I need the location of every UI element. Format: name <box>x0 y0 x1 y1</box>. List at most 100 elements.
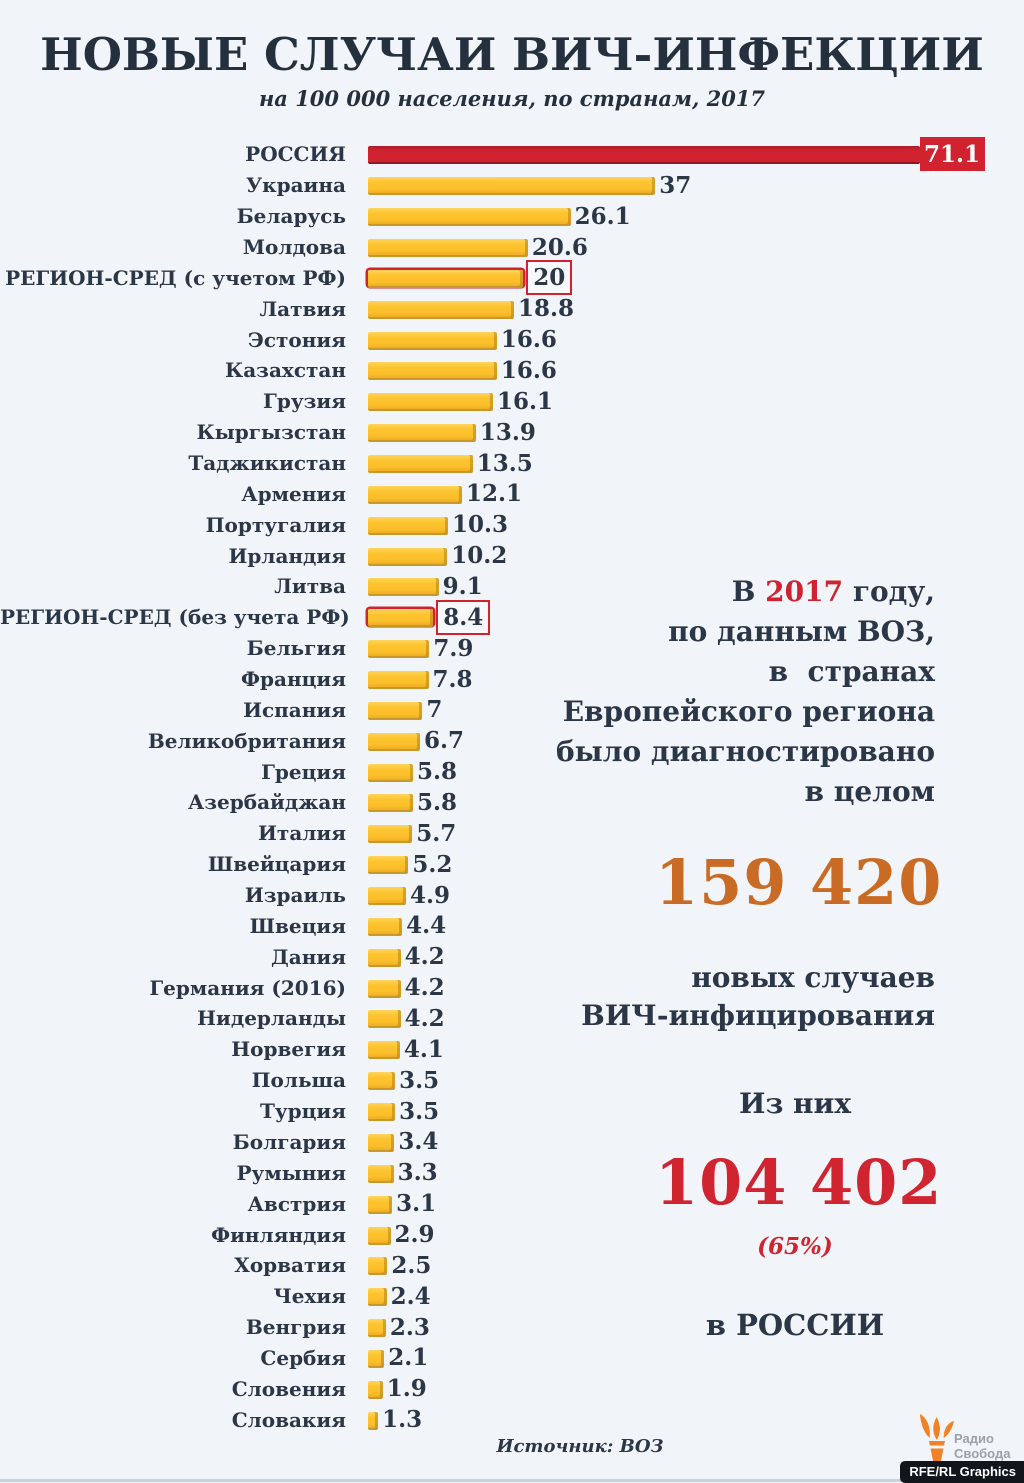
bar-area: 71.1 <box>368 137 986 172</box>
value-bar <box>368 239 528 255</box>
country-label: Польша <box>251 1068 346 1093</box>
chart-row: Румыния 3.3 <box>0 1157 1024 1188</box>
country-label: Нидерланды <box>197 1006 346 1031</box>
country-label: Румыния <box>236 1160 346 1185</box>
value-bar <box>368 393 493 410</box>
value-label: 5.8 <box>417 758 458 786</box>
bar-area: 2.5 <box>368 1254 431 1277</box>
value-label: 6.7 <box>424 727 465 755</box>
value-label: 7 <box>426 696 443 724</box>
of-them-label: Из них <box>738 1087 852 1120</box>
bar-chart: РОССИЯ 71.1 Украина 37 Беларусь 26.1 Молдова 20… <box>0 137 1024 1435</box>
country-label: Норвегия <box>231 1037 346 1062</box>
country-label: РЕГИОН-СРЕД (без учета РФ) <box>0 605 350 630</box>
country-label: Словакия <box>231 1407 346 1432</box>
bar-area: 7 <box>368 698 442 721</box>
bar-area: 7.9 <box>368 637 473 660</box>
total-caption-line-1: новых случаев <box>691 961 935 994</box>
chart-row: Беларусь 26.1 <box>0 201 1024 232</box>
value-label: 5.7 <box>416 819 457 847</box>
chart-row: Турция 3.5 <box>0 1096 1024 1127</box>
value-bar <box>368 825 413 842</box>
chart-row: Франция 7.8 <box>0 664 1024 695</box>
bar-area: 2.4 <box>368 1285 431 1308</box>
value-label: 20.6 <box>531 233 588 261</box>
value-bar <box>368 1380 383 1397</box>
value-bar <box>368 1288 387 1305</box>
intro-paragraph: В 2017 году, по данным ВОЗ, в странах Ев… <box>545 572 935 812</box>
chart-row: Чехия 2.4 <box>0 1281 1024 1312</box>
chart-row: Израиль 4.9 <box>0 880 1024 911</box>
value-bar <box>368 979 401 996</box>
value-bar <box>368 146 920 163</box>
value-label: 2.4 <box>390 1282 431 1310</box>
chart-row: РЕГИОН-СРЕД (без учета РФ) 8.4 <box>0 599 1024 635</box>
russia-caption: в РОССИИ <box>705 1308 885 1342</box>
bar-area: 16.1 <box>368 390 553 413</box>
bar-area: 5.7 <box>368 822 456 845</box>
bar-area: 7.8 <box>368 668 473 691</box>
page-subtitle: на 100 000 населения, по странам, 2017 <box>258 86 766 111</box>
country-label: Беларусь <box>236 204 346 229</box>
bar-area: 5.2 <box>368 853 452 876</box>
value-label: 4.2 <box>404 974 445 1002</box>
country-label: Армения <box>241 481 346 506</box>
chart-row: Латвия 18.8 <box>0 293 1024 324</box>
value-label: 3.1 <box>396 1190 437 1218</box>
chart-row: РЕГИОН-СРЕД (с учетом РФ) 20 <box>0 260 1024 296</box>
country-label: Болгария <box>232 1129 346 1154</box>
intro-line-1-pre: В <box>731 575 766 608</box>
intro-line-4: Европейского региона <box>562 695 935 728</box>
total-caption-line-2: ВИЧ-инфицирования <box>581 999 935 1032</box>
intro-line-2: по данным ВОЗ, <box>668 615 935 648</box>
value-label: 4.2 <box>404 1004 445 1032</box>
value-bar <box>368 300 514 317</box>
value-bar <box>368 1164 394 1181</box>
value-bar <box>368 269 524 286</box>
value-label: 13.5 <box>476 449 533 477</box>
chart-row: Словакия 1.3 <box>0 1404 1024 1435</box>
value-label: 7.9 <box>433 634 474 662</box>
value-bar <box>368 1195 393 1212</box>
country-label: Эстония <box>247 327 346 352</box>
value-label: 13.9 <box>479 418 536 446</box>
bar-area: 20 <box>368 260 573 296</box>
value-bar <box>368 485 462 502</box>
bar-area: 3.1 <box>368 1192 436 1215</box>
value-bar <box>368 362 497 379</box>
value-label: 10.3 <box>451 511 508 539</box>
value-bar <box>368 547 448 564</box>
value-bar <box>368 455 473 472</box>
value-bar <box>368 917 403 934</box>
bar-area: 1.3 <box>368 1408 422 1431</box>
value-label: 2.1 <box>388 1344 429 1372</box>
country-label: Германия (2016) <box>149 975 346 1000</box>
value-bar <box>368 640 430 657</box>
bar-area: 16.6 <box>368 359 557 382</box>
country-label: Литва <box>274 574 346 599</box>
total-cases-number: 159 420 <box>655 846 943 919</box>
chart-row: Кыргызстан 13.9 <box>0 417 1024 448</box>
value-label: 20 <box>526 260 573 296</box>
intro-year-highlight: 2017 <box>765 575 844 608</box>
chart-row: Ирландия 10.2 <box>0 540 1024 571</box>
value-bar <box>368 794 414 811</box>
value-label: 2.9 <box>394 1221 435 1248</box>
bar-area: 4.2 <box>368 1007 445 1030</box>
value-bar <box>368 671 429 688</box>
logo-line-2: Свобода <box>954 1446 1011 1461</box>
value-label: 5.2 <box>412 850 453 878</box>
annotation-column: В 2017 году, по данным ВОЗ, в странах Ев… <box>545 572 943 1342</box>
value-label: 9.1 <box>442 572 483 600</box>
bar-area: 16.6 <box>368 328 557 351</box>
country-label: Венгрия <box>245 1315 346 1340</box>
country-label: Турция <box>259 1099 346 1124</box>
value-bar <box>368 1041 400 1058</box>
bar-area: 3.3 <box>368 1161 438 1184</box>
russia-percent: (65%) <box>757 1233 833 1260</box>
chart-row: Норвегия 4.1 <box>0 1034 1024 1065</box>
logo-line-1: Радио <box>954 1431 994 1446</box>
value-label: 4.2 <box>404 943 445 971</box>
country-label: Португалия <box>205 512 346 537</box>
value-label: 16.1 <box>496 387 554 415</box>
